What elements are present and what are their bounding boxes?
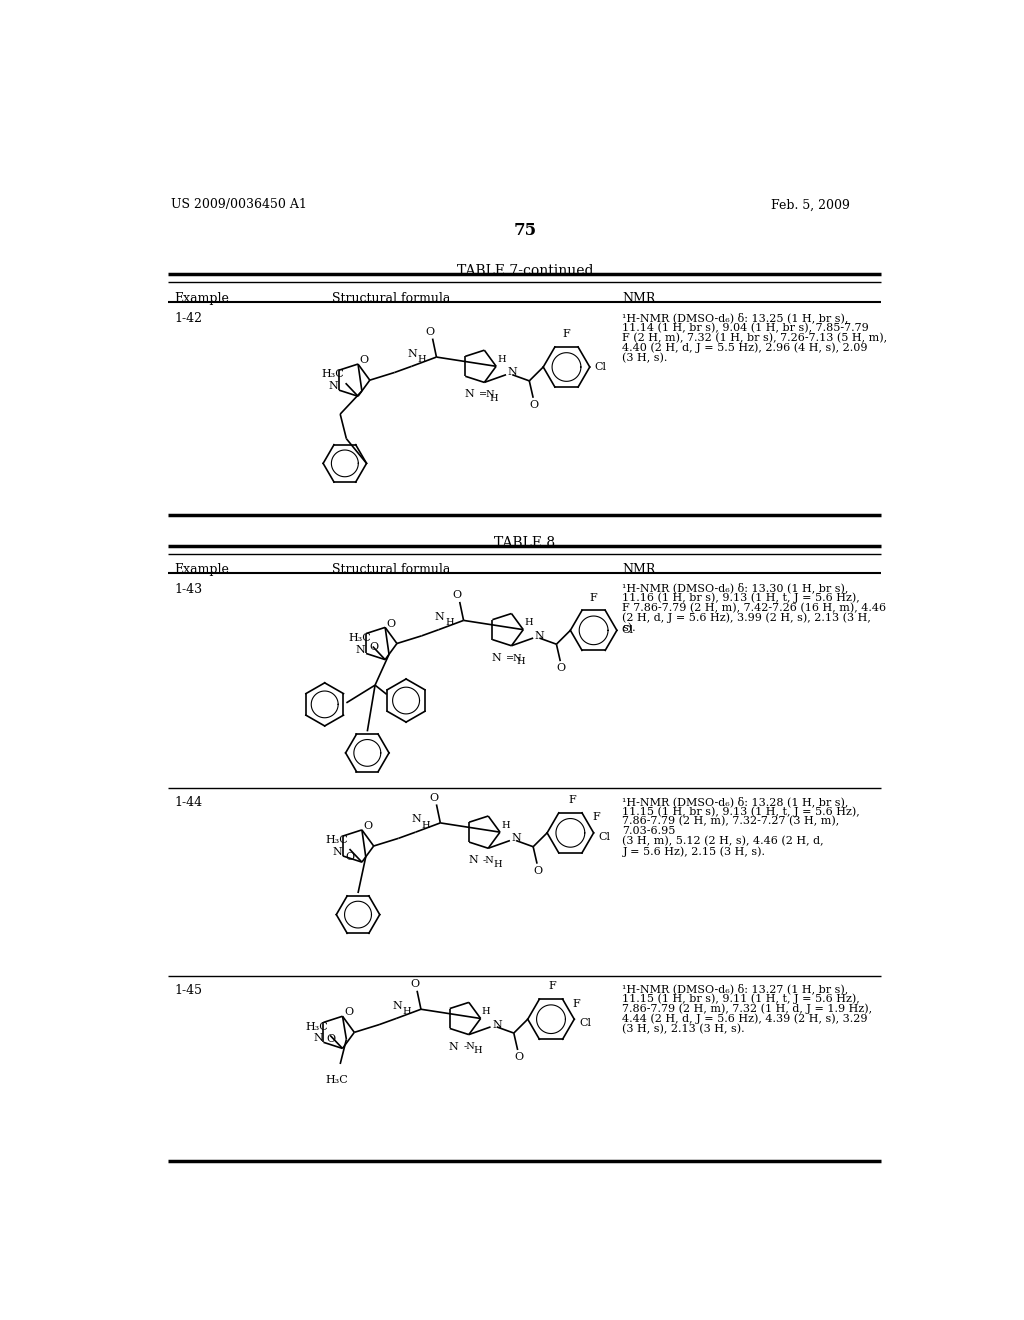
Text: N: N [313, 1034, 323, 1043]
Text: O: O [514, 1052, 523, 1063]
Text: Cl: Cl [579, 1018, 591, 1028]
Text: H: H [481, 1007, 490, 1016]
Text: F: F [590, 593, 597, 603]
Text: N: N [511, 833, 521, 843]
Text: =N: =N [479, 391, 496, 399]
Text: ¹H-NMR (DMSO-d₆) δ: 13.27 (1 H, br s),: ¹H-NMR (DMSO-d₆) δ: 13.27 (1 H, br s), [623, 983, 849, 995]
Text: N: N [449, 1041, 459, 1052]
Text: N: N [408, 348, 418, 359]
Text: H₃C: H₃C [306, 1022, 329, 1031]
Text: O: O [556, 664, 565, 673]
Text: Cl: Cl [622, 626, 634, 635]
Text: H₃C: H₃C [348, 632, 371, 643]
Text: N: N [492, 653, 501, 663]
Text: H: H [418, 355, 426, 364]
Text: H: H [524, 618, 532, 627]
Text: H: H [422, 821, 430, 830]
Text: F: F [562, 329, 570, 339]
Text: O: O [429, 793, 438, 803]
Text: F: F [572, 999, 581, 1008]
Text: H₃C: H₃C [326, 836, 348, 845]
Text: O: O [426, 327, 435, 337]
Text: TABLE 8: TABLE 8 [495, 536, 555, 549]
Text: N: N [434, 612, 444, 622]
Text: N: N [355, 644, 366, 655]
Text: F: F [592, 813, 600, 822]
Text: H₃C: H₃C [325, 1074, 348, 1085]
Text: 11.15 (1 H, br s), 9.13 (1 H, t, J = 5.6 Hz),: 11.15 (1 H, br s), 9.13 (1 H, t, J = 5.6… [623, 807, 860, 817]
Text: =N: =N [506, 653, 523, 663]
Text: Example: Example [174, 562, 229, 576]
Text: Cl: Cl [594, 362, 606, 372]
Text: O: O [346, 851, 355, 862]
Text: N: N [535, 631, 545, 640]
Text: H: H [445, 618, 454, 627]
Text: H: H [497, 355, 506, 364]
Text: ¹H-NMR (DMSO-d₆) δ: 13.25 (1 H, br s),: ¹H-NMR (DMSO-d₆) δ: 13.25 (1 H, br s), [623, 313, 849, 323]
Text: 11.14 (1 H, br s), 9.04 (1 H, br s), 7.85-7.79: 11.14 (1 H, br s), 9.04 (1 H, br s), 7.8… [623, 322, 869, 333]
Text: 75: 75 [513, 222, 537, 239]
Text: (3 H, s).: (3 H, s). [623, 352, 668, 363]
Text: ¹H-NMR (DMSO-d₆) δ: 13.28 (1 H, br s),: ¹H-NMR (DMSO-d₆) δ: 13.28 (1 H, br s), [623, 796, 849, 807]
Text: N: N [508, 367, 517, 378]
Text: F: F [568, 795, 575, 805]
Text: 1-42: 1-42 [174, 313, 203, 326]
Text: 4.40 (2 H, d, J = 5.5 Hz), 2.96 (4 H, s), 2.09: 4.40 (2 H, d, J = 5.5 Hz), 2.96 (4 H, s)… [623, 342, 868, 352]
Text: TABLE 7-continued: TABLE 7-continued [457, 264, 593, 279]
Text: N: N [333, 847, 342, 857]
Text: N: N [329, 381, 338, 391]
Text: H: H [489, 395, 498, 403]
Text: ¹H-NMR (DMSO-d₆) δ: 13.30 (1 H, br s),: ¹H-NMR (DMSO-d₆) δ: 13.30 (1 H, br s), [623, 582, 849, 594]
Text: NMR: NMR [623, 562, 655, 576]
Text: O: O [529, 400, 539, 411]
Text: O: O [411, 979, 419, 989]
Text: N: N [412, 814, 421, 825]
Text: O: O [534, 866, 543, 876]
Text: F (2 H, m), 7.32 (1 H, br s), 7.26-7.13 (5 H, m),: F (2 H, m), 7.32 (1 H, br s), 7.26-7.13 … [623, 333, 888, 343]
Text: O: O [359, 355, 369, 366]
Text: s).: s). [623, 623, 636, 634]
Text: N: N [392, 1001, 401, 1011]
Text: 1-45: 1-45 [174, 983, 203, 997]
Text: H₃C: H₃C [322, 370, 344, 379]
Text: H: H [402, 1007, 411, 1016]
Text: F: F [549, 982, 556, 991]
Text: 11.15 (1 H, br s), 9.11 (1 H, t, J = 5.6 Hz),: 11.15 (1 H, br s), 9.11 (1 H, t, J = 5.6… [623, 994, 860, 1005]
Text: 4.44 (2 H, d, J = 5.6 Hz), 4.39 (2 H, s), 3.29: 4.44 (2 H, d, J = 5.6 Hz), 4.39 (2 H, s)… [623, 1014, 868, 1024]
Text: 11.16 (1 H, br s), 9.13 (1 H, t, J = 5.6 Hz),: 11.16 (1 H, br s), 9.13 (1 H, t, J = 5.6… [623, 593, 860, 603]
Text: Cl: Cl [598, 832, 610, 842]
Text: H: H [501, 821, 510, 830]
Text: 7.86-7.79 (2 H, m), 7.32 (1 H, d, J = 1.9 Hz),: 7.86-7.79 (2 H, m), 7.32 (1 H, d, J = 1.… [623, 1003, 872, 1015]
Text: US 2009/0036450 A1: US 2009/0036450 A1 [171, 198, 306, 211]
Text: (2 H, d, J = 5.6 Hz), 3.99 (2 H, s), 2.13 (3 H,: (2 H, d, J = 5.6 Hz), 3.99 (2 H, s), 2.1… [623, 612, 871, 623]
Text: O: O [387, 619, 396, 628]
Text: NMR: NMR [623, 292, 655, 305]
Text: O: O [364, 821, 373, 832]
Text: Structural formula: Structural formula [333, 292, 451, 305]
Text: (3 H, s), 2.13 (3 H, s).: (3 H, s), 2.13 (3 H, s). [623, 1024, 745, 1035]
Text: -N: -N [464, 1043, 475, 1051]
Text: 1-43: 1-43 [174, 582, 203, 595]
Text: 1-44: 1-44 [174, 796, 203, 809]
Text: Structural formula: Structural formula [333, 562, 451, 576]
Text: 7.86-7.79 (2 H, m), 7.32-7.27 (3 H, m),: 7.86-7.79 (2 H, m), 7.32-7.27 (3 H, m), [623, 816, 840, 826]
Text: O: O [344, 1007, 353, 1018]
Text: O: O [369, 642, 378, 652]
Text: H: H [493, 859, 502, 869]
Text: J = 5.6 Hz), 2.15 (3 H, s).: J = 5.6 Hz), 2.15 (3 H, s). [623, 846, 766, 857]
Text: Example: Example [174, 292, 229, 305]
Text: H: H [474, 1047, 482, 1055]
Text: F 7.86-7.79 (2 H, m), 7.42-7.26 (16 H, m), 4.46: F 7.86-7.79 (2 H, m), 7.42-7.26 (16 H, m… [623, 603, 887, 612]
Text: H: H [516, 657, 525, 667]
Text: N: N [468, 855, 478, 865]
Text: (3 H, m), 5.12 (2 H, s), 4.46 (2 H, d,: (3 H, m), 5.12 (2 H, s), 4.46 (2 H, d, [623, 836, 824, 846]
Text: N: N [493, 1019, 502, 1030]
Text: N: N [464, 389, 474, 400]
Text: O: O [453, 590, 462, 601]
Text: -N: -N [483, 857, 495, 865]
Text: O: O [327, 1035, 336, 1044]
Text: Feb. 5, 2009: Feb. 5, 2009 [771, 198, 850, 211]
Text: 7.03-6.95: 7.03-6.95 [623, 826, 676, 836]
